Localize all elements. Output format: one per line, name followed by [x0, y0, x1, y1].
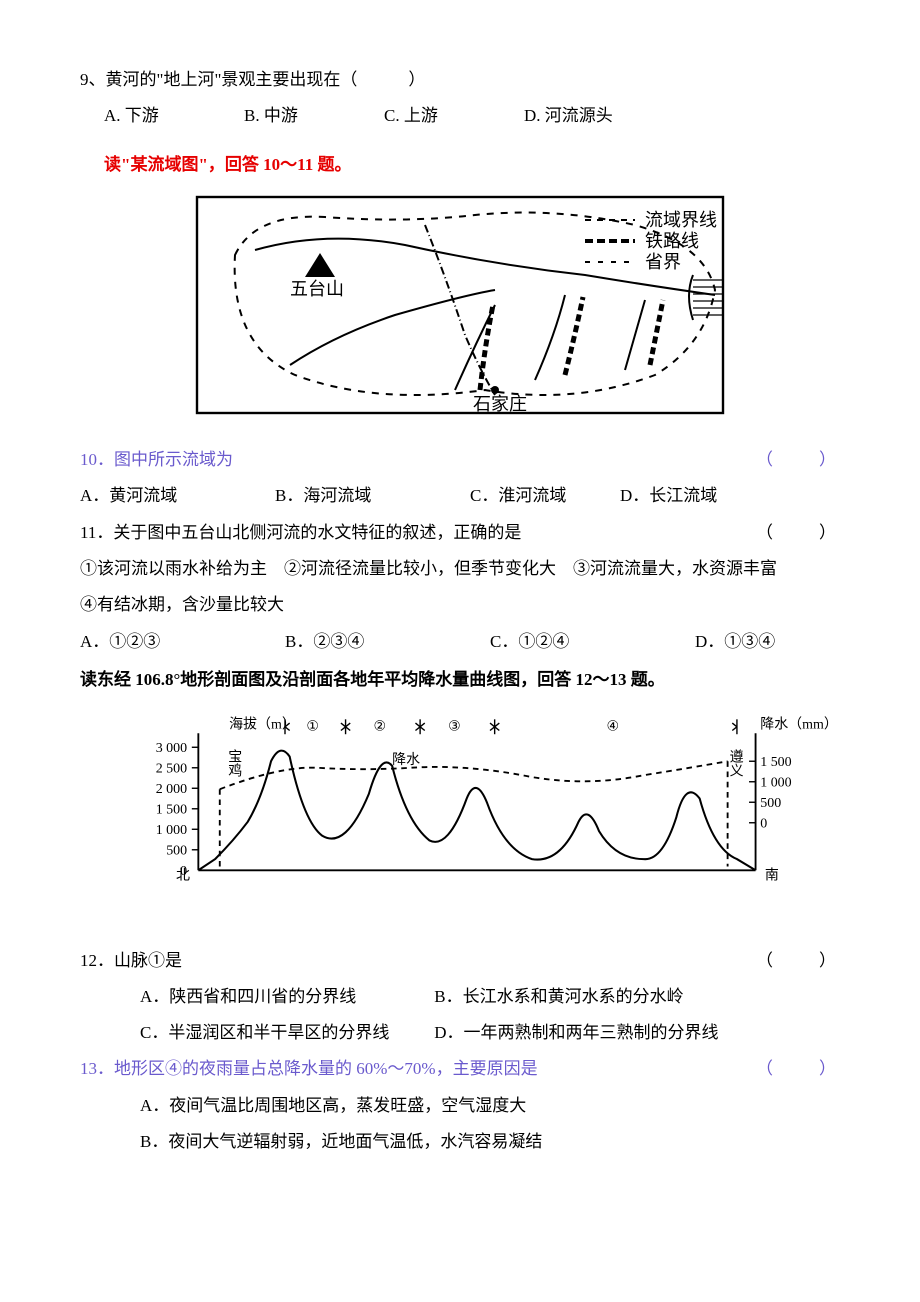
q10-stem: 10．图中所示流域为	[80, 444, 233, 476]
q9-options: A. 下游 B. 中游 C. 上游 D. 河流源头	[80, 100, 840, 132]
figure1: 流域界线 铁路线 省界 五台山 石家庄	[195, 195, 725, 415]
figure1-wrap: 流域界线 铁路线 省界 五台山 石家庄	[80, 195, 840, 426]
svg-text:500: 500	[166, 844, 187, 859]
svg-text:④: ④	[606, 720, 619, 735]
q12-stem: 12．山脉①是	[80, 945, 182, 977]
q12-row1: A．陕西省和四川省的分界线 B．长江水系和黄河水系的分水岭	[80, 981, 840, 1013]
q9-opt-c: C. 上游	[384, 100, 524, 132]
figure2-wrap: 海拔（m） 3 000 2 500 2 000 1 500 1 000 500 …	[80, 710, 840, 926]
svg-text:南: 南	[765, 868, 779, 884]
svg-text:1 500: 1 500	[156, 803, 187, 818]
passage1: 读"某流域图"，回答 10～11 题。	[80, 149, 840, 181]
q9-opt-b: B. 中游	[244, 100, 384, 132]
q11-opt-c: C．①②④	[490, 626, 695, 658]
figure2: 海拔（m） 3 000 2 500 2 000 1 500 1 000 500 …	[140, 710, 840, 915]
q12-opt-a: A．陕西省和四川省的分界线	[140, 981, 430, 1013]
q13-stem: 13．地形区④的夜雨量占总降水量的 60%～70%，主要原因是	[80, 1053, 538, 1085]
svg-text:降水: 降水	[392, 752, 420, 768]
svg-text:②: ②	[374, 720, 387, 735]
svg-text:2 000: 2 000	[156, 782, 187, 797]
q12-opt-d: D．一年两熟制和两年三熟制的分界线	[434, 1023, 718, 1042]
q11-options: A．①②③ B．②③④ C．①②④ D．①③④	[80, 626, 840, 658]
svg-text:五台山: 五台山	[290, 279, 344, 299]
q11-opt-b: B．②③④	[285, 626, 490, 658]
q10-paren: （ ）	[756, 444, 840, 476]
q11-l1: ①该河流以雨水补给为主 ②河流径流量比较小，但季节变化大 ③河流流量大，水资源丰…	[80, 553, 840, 585]
q9-opt-a: A. 下游	[104, 100, 244, 132]
svg-text:省界: 省界	[645, 252, 681, 272]
svg-text:北: 北	[176, 868, 190, 884]
q11-paren: （ ）	[756, 517, 840, 549]
q10-stem-row: 10．图中所示流域为 （ ）	[80, 444, 840, 476]
svg-text:1 000: 1 000	[156, 823, 187, 838]
svg-text:铁路线: 铁路线	[645, 231, 699, 251]
q13-stem-row: 13．地形区④的夜雨量占总降水量的 60%～70%，主要原因是 （ ）	[80, 1053, 840, 1085]
svg-text:2 500: 2 500	[156, 762, 187, 777]
q10-options: A．黄河流域 B．海河流域 C．淮河流域 D．长江流域	[80, 480, 840, 512]
q9-stem: 9、黄河的"地上河"景观主要出现在（ ）	[80, 64, 840, 96]
q13-opt-b: B．夜间大气逆辐射弱，近地面气温低，水汽容易凝结	[80, 1126, 840, 1158]
q10-opt-c: C．淮河流域	[470, 480, 620, 512]
svg-text:宝鸡: 宝鸡	[226, 749, 242, 777]
q13-paren: （ ）	[756, 1053, 840, 1085]
svg-text:3 000: 3 000	[156, 741, 187, 756]
q12-row2: C．半湿润区和半干旱区的分界线 D．一年两熟制和两年三熟制的分界线	[80, 1017, 840, 1049]
q12-paren: （ ）	[756, 945, 840, 977]
svg-text:500: 500	[760, 796, 781, 811]
svg-text:石家庄: 石家庄	[473, 394, 527, 414]
q10-opt-a: A．黄河流域	[80, 480, 275, 512]
q10-opt-d: D．长江流域	[620, 480, 717, 512]
q13-opt-a: A．夜间气温比周围地区高，蒸发旺盛，空气湿度大	[80, 1090, 840, 1122]
q10-opt-b: B．海河流域	[275, 480, 470, 512]
q11-stem: 11．关于图中五台山北侧河流的水文特征的叙述，正确的是	[80, 517, 521, 549]
svg-text:1 500: 1 500	[760, 755, 791, 770]
q12-opt-c: C．半湿润区和半干旱区的分界线	[140, 1017, 430, 1049]
svg-text:③: ③	[448, 720, 461, 735]
svg-text:流域界线: 流域界线	[645, 210, 717, 230]
svg-text:0: 0	[760, 817, 767, 832]
q11-opt-d: D．①③④	[695, 626, 775, 658]
svg-text:海拔（m）: 海拔（m）	[229, 717, 296, 733]
svg-text:遵义: 遵义	[728, 749, 744, 778]
svg-text:降水（mm）: 降水（mm）	[760, 717, 838, 733]
svg-text:1 000: 1 000	[760, 776, 791, 791]
q11-opt-a: A．①②③	[80, 626, 285, 658]
passage2: 读东经 106.8°地形剖面图及沿剖面各地年平均降水量曲线图，回答 12～13 …	[80, 664, 840, 696]
q9-opt-d: D. 河流源头	[524, 100, 664, 132]
q12-stem-row: 12．山脉①是 （ ）	[80, 945, 840, 977]
q11-l2: ④有结冰期，含沙量比较大	[80, 589, 840, 621]
svg-text:①: ①	[306, 720, 319, 735]
q11-stem-row: 11．关于图中五台山北侧河流的水文特征的叙述，正确的是 （ ）	[80, 517, 840, 549]
q12-opt-b: B．长江水系和黄河水系的分水岭	[434, 987, 683, 1006]
